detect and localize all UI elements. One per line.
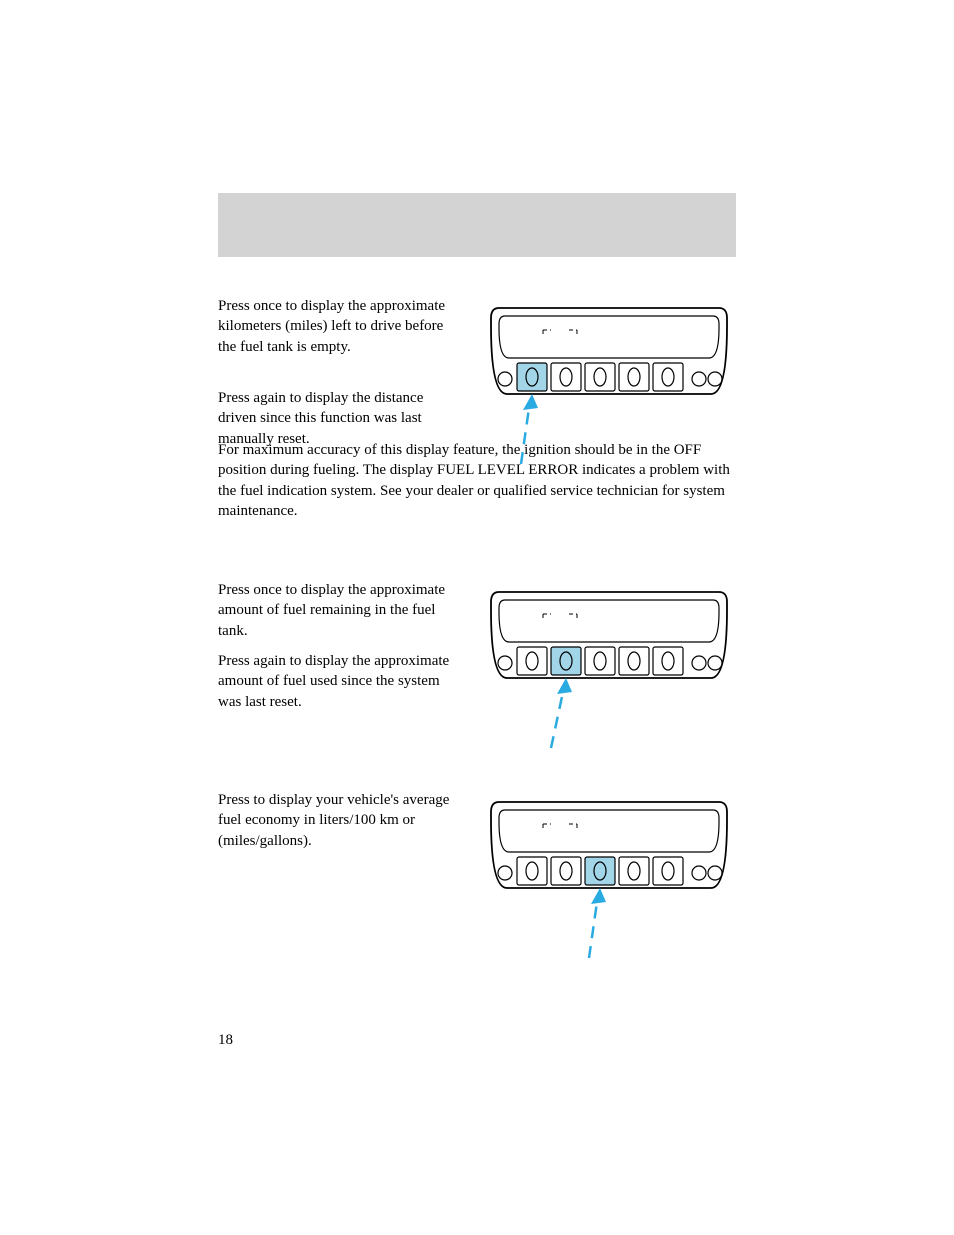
pointer-arrow: [551, 678, 572, 748]
pointer-arrow: [589, 888, 606, 958]
overhead-console-diagram-2: [481, 580, 737, 756]
section3-paragraph1: Press to display your vehicle's average …: [218, 790, 462, 851]
section2-paragraph2: Press again to display the approximate a…: [218, 651, 462, 712]
section1-paragraph1: Press once to display the approximate ki…: [218, 296, 462, 357]
overhead-console-diagram-1: [481, 296, 737, 472]
header-band: [218, 193, 736, 257]
section2-paragraph1: Press once to display the approximate am…: [218, 580, 462, 641]
button-row: [498, 857, 722, 885]
button-row: [498, 363, 722, 391]
overhead-console-diagram-3: [481, 790, 737, 966]
pointer-arrow: [521, 394, 538, 464]
page-number: 18: [218, 1032, 233, 1049]
button-row: [498, 647, 722, 675]
